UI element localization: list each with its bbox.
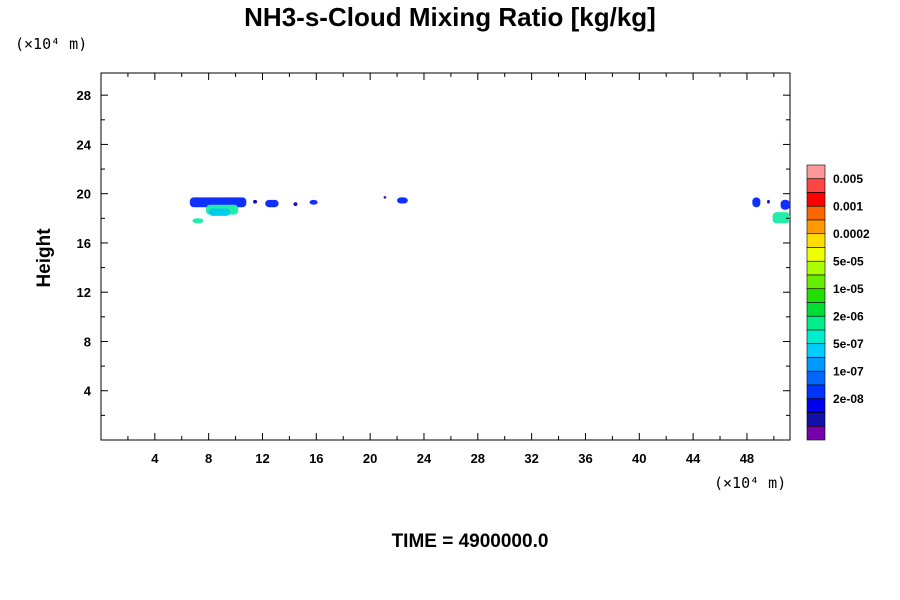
cloud-patch-11 [752,197,761,208]
y-tick-label: 20 [77,187,91,202]
colorbar-label: 0.005 [833,172,863,186]
colorbar-swatch [806,384,826,400]
colorbar-swatch [806,329,826,345]
y-unit-label: (×10⁴ m) [15,35,87,53]
y-tick-label: 8 [84,334,91,349]
colorbar-swatch [806,315,826,331]
cloud-patch-4 [192,218,204,224]
colorbar-swatch [806,274,826,290]
y-tick-label: 4 [84,384,92,399]
y-axis-label: Height [34,228,55,288]
x-tick-label: 20 [363,451,377,466]
x-tick-label: 12 [255,451,269,466]
cloud-patch-8 [309,199,318,205]
x-unit-label: (×10⁴ m) [714,474,786,492]
colorbar-swatch [806,412,826,427]
y-tick-label: 28 [77,88,91,103]
plot-area [100,72,791,441]
x-tick-label: 28 [471,451,485,466]
colorbar-label: 0.0002 [833,227,870,241]
cloud-patch-3 [208,208,231,216]
colorbar-label: 1e-05 [833,282,864,296]
cloud-patch-6 [265,199,279,208]
cloud-patch-12 [767,199,770,204]
colorbar-swatch [806,260,826,276]
colorbar-swatch [806,178,826,193]
cloud-patch-14 [772,212,790,224]
x-tick-label: 24 [417,451,432,466]
colorbar-swatch [806,425,826,441]
cloud-patch-7 [293,202,298,207]
colorbar-label: 5e-05 [833,254,864,268]
x-tick-label: 36 [578,451,592,466]
colorbar-label: 2e-08 [833,392,864,406]
cloud-patch-10 [397,197,408,204]
chart-title: NH3-s-Cloud Mixing Ratio [kg/kg] [244,2,656,32]
colorbar-label: 5e-07 [833,337,864,351]
x-tick-label: 40 [632,451,646,466]
colorbar-label: 0.001 [833,199,863,213]
colorbar-swatch [806,357,826,372]
x-tick-label: 44 [686,451,701,466]
x-tick-label: 8 [205,451,212,466]
colorbar-swatch [806,343,826,358]
colorbar-swatch [806,247,826,262]
colorbar-swatch [806,288,826,303]
colorbar-label: 1e-07 [833,364,864,378]
colorbar-label: 2e-06 [833,309,864,323]
colorbar-swatch [806,164,826,180]
cloud-patch-9 [383,196,387,199]
y-tick-label: 16 [77,236,91,251]
cloud-patch-13 [780,199,790,210]
x-tick-label: 4 [151,451,159,466]
colorbar-swatch [806,205,826,221]
y-tick-label: 24 [77,137,92,152]
time-label: TIME = 4900000.0 [391,531,549,552]
cloud-patch-5 [253,199,258,204]
colorbar-swatch [806,233,826,248]
y-tick-label: 12 [77,285,91,300]
colorbar-swatch [806,192,826,207]
colorbar-swatch [806,302,826,317]
colorbar-swatch [806,398,826,413]
x-tick-label: 32 [524,451,538,466]
colorbar-swatch [806,219,826,235]
x-tick-label: 48 [740,451,754,466]
x-tick-label: 16 [309,451,323,466]
colorbar-swatch [806,370,826,386]
